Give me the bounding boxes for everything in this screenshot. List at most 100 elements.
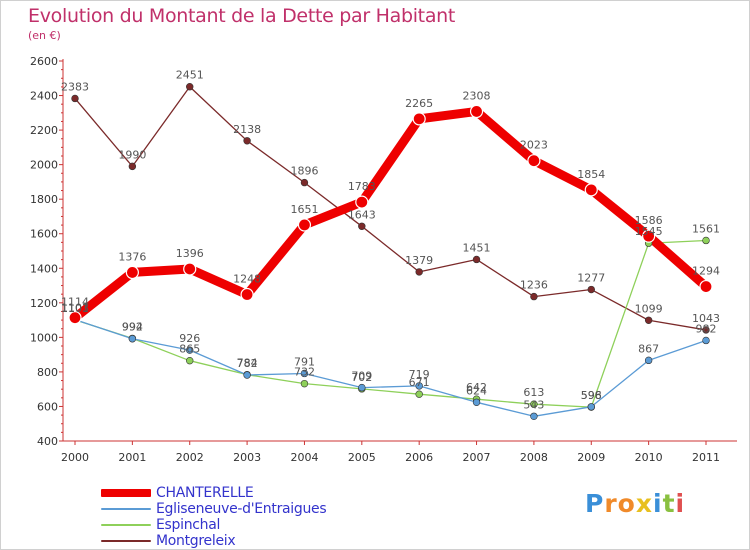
y-tick-label: 2000	[30, 159, 58, 172]
data-label: 782	[237, 357, 258, 370]
data-label: 671	[409, 376, 430, 389]
legend-swatch	[101, 524, 151, 526]
data-point	[243, 371, 251, 379]
data-label: 624	[466, 384, 487, 397]
x-tick-label: 2005	[348, 451, 376, 464]
logo-letter: P	[585, 489, 605, 518]
data-label: 2023	[520, 139, 548, 152]
data-point	[300, 379, 309, 388]
data-point	[587, 285, 595, 294]
data-label: 2383	[61, 80, 89, 93]
x-axis-tick-labels: 2000 2001 2002 2003 2004 2005 2006 2007 2008 2009…	[61, 451, 720, 464]
x-tick-label: 2001	[118, 451, 146, 464]
series-line-1	[74, 318, 707, 417]
y-tick-label: 1200	[30, 297, 58, 310]
data-label: 709	[351, 370, 372, 383]
data-point	[472, 255, 481, 264]
data-point	[68, 311, 82, 325]
data-point	[530, 292, 538, 301]
y-tick-label: 2400	[30, 90, 58, 103]
data-label: 994	[122, 320, 143, 333]
data-label: 867	[638, 342, 659, 355]
data-point	[128, 162, 137, 171]
data-label: 1586	[635, 214, 663, 227]
series-points	[68, 83, 713, 420]
data-label: 702	[351, 371, 372, 384]
logo-letter: i	[653, 489, 663, 518]
data-point	[186, 346, 194, 354]
data-point	[472, 398, 481, 407]
data-label: 2308	[463, 89, 491, 102]
data-point	[355, 195, 369, 209]
data-label: 926	[179, 332, 200, 345]
data-label: 2451	[176, 69, 204, 82]
x-tick-label: 2011	[692, 451, 720, 464]
data-label: 1277	[577, 272, 605, 285]
y-tick-label: 400	[37, 435, 58, 448]
x-tick-label: 2008	[520, 451, 548, 464]
y-tick-label: 1400	[30, 262, 58, 275]
data-point	[358, 383, 366, 392]
y-tick-label: 1600	[30, 228, 58, 241]
series-line-0	[70, 106, 711, 323]
x-tick-label: 2000	[61, 451, 89, 464]
data-point	[412, 112, 426, 126]
data-point	[297, 218, 312, 232]
legend-label: Egliseneuve-d'Entraigues	[156, 501, 327, 517]
data-point	[644, 316, 653, 324]
data-point	[71, 94, 79, 103]
x-tick-label: 2007	[463, 451, 491, 464]
data-label: 1451	[463, 241, 491, 254]
data-point	[644, 356, 653, 365]
data-label: 598	[581, 389, 602, 402]
axes	[59, 59, 737, 445]
data-point	[415, 390, 423, 398]
logo-letter: i	[675, 489, 686, 518]
data-point	[702, 336, 710, 345]
data-point	[699, 279, 713, 294]
logo-letter: t	[662, 489, 676, 518]
x-tick-label: 2006	[405, 451, 433, 464]
data-label: 719	[409, 368, 430, 381]
x-tick-label: 2002	[176, 451, 204, 464]
data-point	[584, 183, 598, 197]
data-label: 2138	[233, 123, 261, 136]
data-label: 865	[179, 343, 200, 356]
data-point	[358, 222, 366, 231]
data-label: 1990	[118, 148, 146, 161]
data-label: 613	[523, 386, 544, 399]
data-point	[300, 369, 309, 378]
logo-letter: o	[617, 489, 636, 518]
data-point	[469, 104, 484, 119]
data-point	[183, 262, 197, 276]
y-tick-label: 800	[37, 366, 58, 379]
x-tick-label: 2003	[233, 451, 261, 464]
chart-title: Evolution du Montant de la Dette par Hab…	[28, 5, 456, 27]
data-point	[300, 178, 309, 187]
data-label: 1236	[520, 279, 548, 292]
legend-label: Montgreleix	[156, 533, 236, 549]
y-tick-label: 1800	[30, 193, 58, 206]
data-label: 1854	[577, 168, 605, 181]
data-label: 1783	[348, 180, 376, 193]
data-label: 642	[466, 381, 487, 394]
data-point	[128, 335, 137, 343]
proxiti-logo: Proxiti	[585, 489, 685, 518]
data-label: 1103	[61, 302, 89, 315]
data-point	[702, 236, 710, 245]
data-label: 596	[581, 389, 602, 402]
x-tick-label: 2004	[290, 451, 318, 464]
y-tick-label: 1000	[30, 331, 58, 344]
series-line-3	[74, 86, 707, 331]
data-point	[125, 265, 139, 280]
series-line-2	[74, 239, 707, 408]
data-label: 1379	[405, 254, 433, 267]
y-tick-label: 600	[37, 400, 58, 413]
y-axis-tick-labels: 400 600 800 1000 1200 1400 1600 1800 2000 2200 240…	[30, 55, 58, 448]
data-label: 2265	[405, 97, 433, 110]
data-label: 732	[294, 366, 315, 379]
legend-swatch	[101, 508, 151, 510]
data-point	[415, 268, 423, 276]
data-point	[527, 154, 541, 168]
